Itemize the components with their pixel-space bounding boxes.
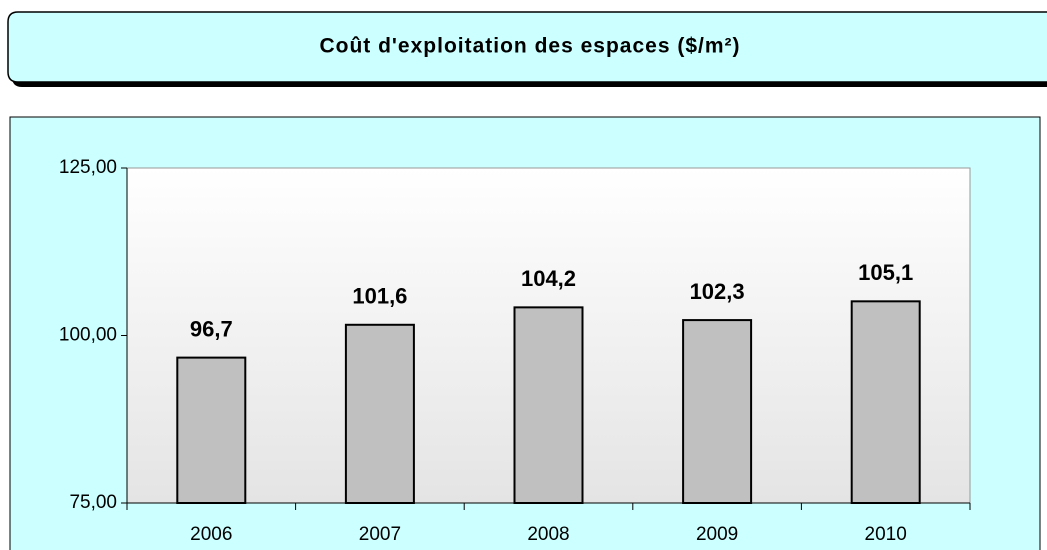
x-tick-label: 2010	[865, 524, 907, 545]
y-tick-label: 125,00	[59, 157, 117, 178]
bar	[344, 323, 415, 504]
x-tick-label: 2008	[527, 524, 569, 545]
x-tick-label: 2009	[696, 524, 738, 545]
bar	[513, 306, 584, 504]
value-label: 101,6	[352, 284, 407, 309]
value-label: 102,3	[690, 279, 745, 304]
x-tick-label: 2007	[359, 524, 401, 545]
x-tick-label: 2006	[190, 524, 232, 545]
value-label: 104,2	[521, 266, 576, 291]
y-tick-label: 75,00	[69, 492, 117, 513]
bar	[682, 319, 753, 504]
y-tick-label: 100,00	[59, 325, 117, 346]
value-label: 105,1	[858, 260, 913, 285]
title-box	[7, 11, 1047, 83]
bar	[176, 356, 247, 504]
bar	[850, 300, 921, 504]
value-label: 96,7	[190, 316, 233, 341]
chart-title: Coût d'exploitation des espaces ($/m²)	[319, 35, 740, 58]
